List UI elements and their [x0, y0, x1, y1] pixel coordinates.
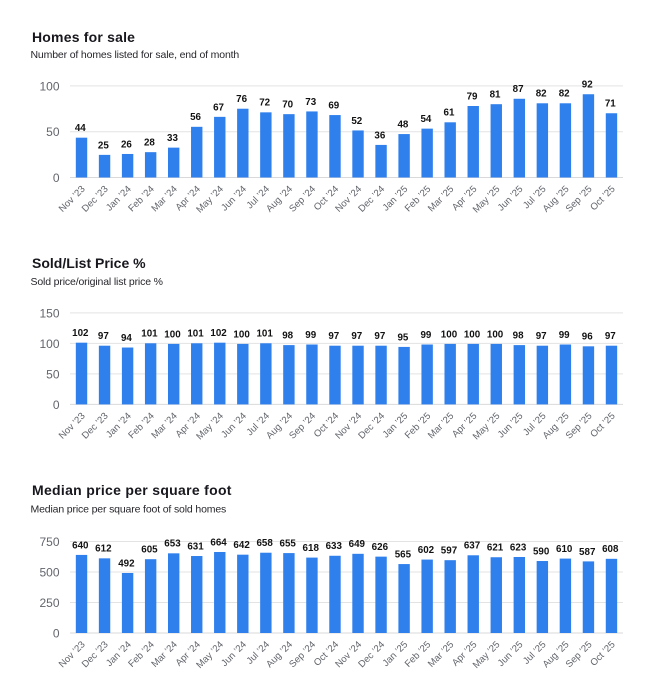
svg-text:50: 50 — [46, 367, 60, 381]
svg-text:92: 92 — [582, 80, 593, 91]
svg-text:100: 100 — [164, 329, 181, 340]
svg-text:250: 250 — [39, 596, 59, 610]
svg-text:54: 54 — [420, 114, 431, 125]
svg-text:597: 597 — [441, 546, 458, 557]
svg-text:99: 99 — [305, 330, 316, 341]
svg-text:605: 605 — [141, 545, 158, 556]
svg-text:95: 95 — [397, 332, 408, 343]
svg-text:Sold price/original list price: Sold price/original list price % — [31, 276, 163, 288]
svg-text:0: 0 — [53, 626, 60, 640]
svg-text:94: 94 — [121, 333, 132, 344]
svg-text:637: 637 — [464, 541, 481, 552]
svg-text:0: 0 — [53, 171, 60, 185]
svg-text:649: 649 — [349, 539, 366, 550]
svg-text:98: 98 — [282, 331, 293, 342]
svg-text:610: 610 — [556, 544, 573, 555]
svg-text:631: 631 — [187, 541, 204, 552]
svg-text:100: 100 — [233, 329, 250, 340]
svg-text:623: 623 — [510, 542, 527, 553]
svg-text:69: 69 — [328, 100, 339, 111]
svg-text:97: 97 — [328, 331, 339, 342]
svg-text:101: 101 — [141, 329, 158, 340]
svg-text:100: 100 — [464, 329, 481, 340]
svg-text:642: 642 — [233, 540, 250, 551]
svg-text:664: 664 — [210, 537, 227, 548]
svg-text:33: 33 — [167, 133, 178, 144]
svg-text:72: 72 — [259, 98, 270, 109]
svg-text:97: 97 — [98, 331, 109, 342]
svg-text:76: 76 — [236, 94, 247, 105]
svg-text:0: 0 — [53, 398, 60, 412]
svg-text:Sold/List Price %: Sold/List Price % — [32, 255, 146, 271]
svg-text:97: 97 — [374, 331, 385, 342]
svg-text:28: 28 — [144, 138, 155, 149]
svg-text:102: 102 — [210, 328, 227, 339]
svg-text:61: 61 — [444, 108, 455, 119]
svg-text:26: 26 — [121, 139, 132, 150]
svg-text:626: 626 — [372, 542, 389, 553]
svg-text:608: 608 — [602, 544, 619, 555]
svg-text:56: 56 — [190, 112, 201, 123]
svg-text:500: 500 — [39, 565, 59, 579]
svg-text:590: 590 — [533, 546, 550, 557]
svg-text:44: 44 — [75, 123, 86, 134]
svg-text:565: 565 — [395, 549, 412, 560]
svg-text:97: 97 — [536, 331, 547, 342]
svg-text:73: 73 — [305, 97, 316, 108]
svg-text:618: 618 — [303, 543, 320, 554]
svg-text:99: 99 — [559, 330, 570, 341]
svg-text:87: 87 — [513, 84, 524, 95]
svg-text:Number of homes listed for sal: Number of homes listed for sale, end of … — [31, 49, 240, 61]
svg-text:100: 100 — [487, 329, 504, 340]
svg-text:101: 101 — [187, 329, 204, 340]
svg-text:633: 633 — [326, 541, 343, 552]
svg-text:492: 492 — [118, 558, 135, 569]
svg-text:97: 97 — [351, 331, 362, 342]
svg-text:50: 50 — [46, 125, 60, 139]
svg-text:82: 82 — [536, 89, 547, 100]
svg-text:653: 653 — [164, 539, 181, 550]
svg-text:621: 621 — [487, 543, 504, 554]
svg-text:70: 70 — [282, 100, 293, 111]
svg-text:82: 82 — [559, 89, 570, 100]
svg-text:602: 602 — [418, 545, 435, 556]
svg-text:100: 100 — [39, 337, 59, 351]
svg-text:98: 98 — [513, 331, 524, 342]
svg-text:96: 96 — [582, 332, 593, 343]
svg-text:658: 658 — [256, 538, 273, 549]
svg-text:150: 150 — [39, 306, 59, 320]
svg-text:750: 750 — [39, 535, 59, 549]
svg-text:81: 81 — [490, 90, 501, 101]
svg-text:52: 52 — [351, 116, 362, 127]
svg-text:25: 25 — [98, 140, 109, 151]
svg-text:48: 48 — [397, 119, 408, 130]
svg-text:612: 612 — [95, 544, 112, 555]
svg-text:79: 79 — [467, 91, 478, 102]
svg-text:Median price per square foot: Median price per square foot — [32, 482, 232, 498]
svg-text:100: 100 — [441, 329, 458, 340]
svg-text:71: 71 — [605, 99, 616, 110]
svg-text:101: 101 — [256, 329, 273, 340]
svg-text:67: 67 — [213, 102, 224, 113]
svg-text:102: 102 — [72, 328, 89, 339]
svg-text:100: 100 — [39, 79, 59, 93]
svg-text:Median price per square foot o: Median price per square foot of sold hom… — [31, 504, 227, 516]
svg-text:97: 97 — [605, 331, 616, 342]
svg-text:Homes for sale: Homes for sale — [32, 29, 135, 45]
svg-text:99: 99 — [420, 330, 431, 341]
svg-text:36: 36 — [374, 130, 385, 141]
svg-text:587: 587 — [579, 547, 596, 558]
svg-text:640: 640 — [72, 540, 89, 551]
svg-text:655: 655 — [280, 538, 297, 549]
